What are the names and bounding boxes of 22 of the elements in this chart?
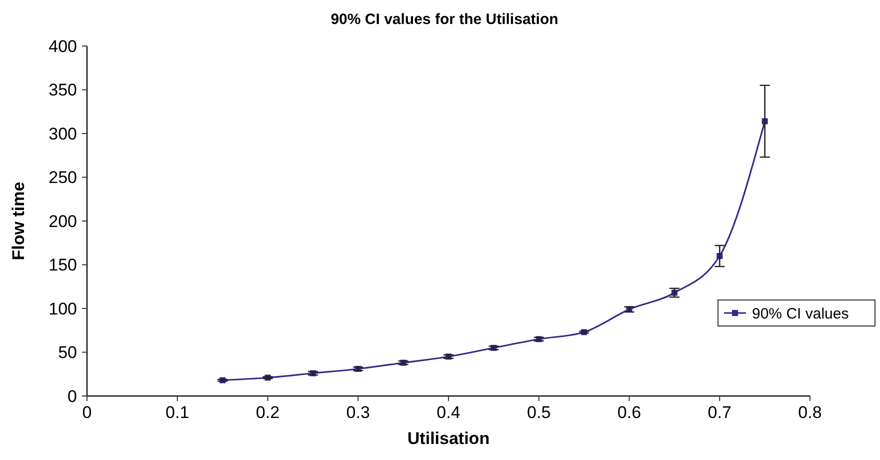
y-tick-label: 350 [48, 80, 77, 100]
legend-label: 90% CI values [752, 305, 849, 322]
x-tick-label: 0.4 [436, 403, 460, 422]
y-tick-label: 0 [68, 386, 77, 406]
y-axis-title: Flow time [9, 182, 28, 260]
y-tick-label: 250 [48, 168, 77, 188]
x-tick-label: 0.2 [256, 403, 280, 422]
x-tick-label: 0.7 [708, 403, 732, 422]
y-tick-label: 300 [48, 124, 77, 144]
x-axis-title: Utilisation [407, 429, 490, 448]
y-tick-label: 150 [48, 256, 77, 275]
x-tick-label: 0.8 [798, 403, 822, 422]
y-tick-label: 50 [58, 343, 77, 362]
x-tick-label: 0.6 [617, 403, 642, 422]
y-tick-label: 100 [48, 299, 77, 318]
chart-title: 90% CI values for the Utilisation [330, 11, 558, 28]
y-tick-label: 200 [48, 212, 77, 231]
x-tick-label: 0.3 [346, 403, 370, 422]
x-tick-label: 0 [82, 403, 92, 422]
y-tick-label: 400 [48, 36, 77, 56]
x-tick-label: 0.5 [527, 403, 551, 422]
x-tick-label: 0.1 [166, 403, 190, 422]
